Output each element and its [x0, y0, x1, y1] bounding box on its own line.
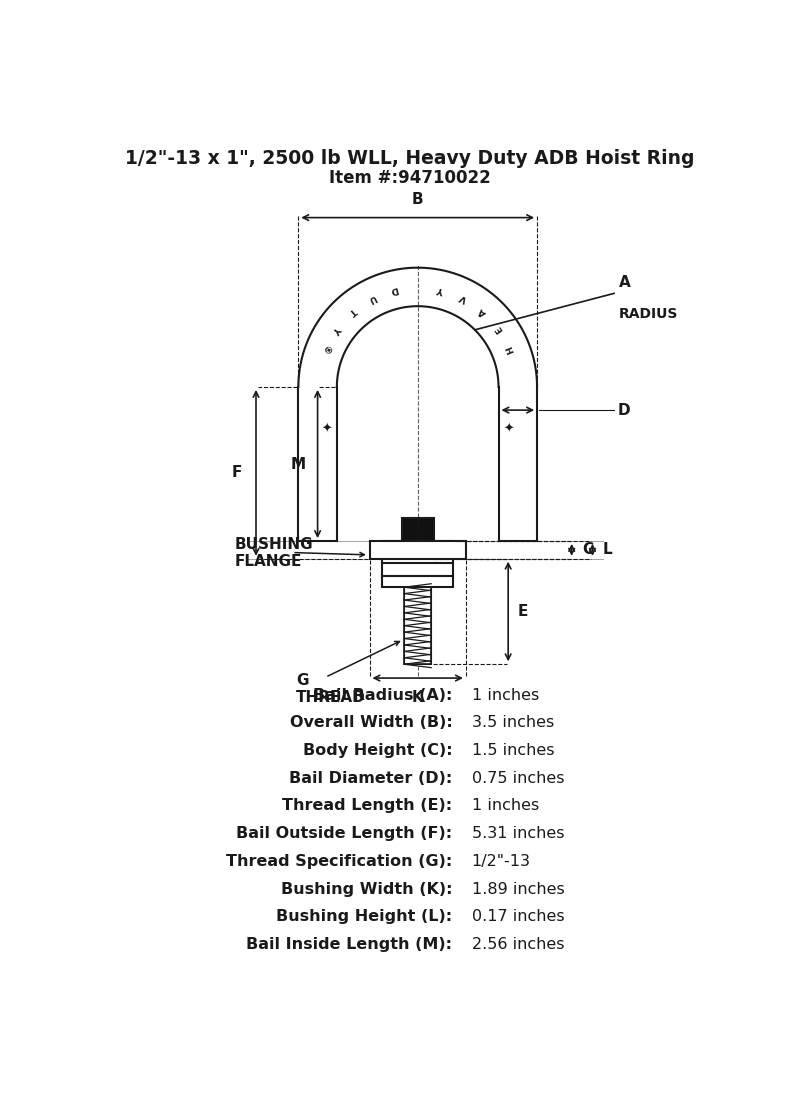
- Bar: [402, 518, 434, 541]
- Text: FLANGE: FLANGE: [234, 555, 302, 569]
- Text: Body Height (C):: Body Height (C):: [302, 743, 452, 758]
- Text: E: E: [494, 324, 505, 334]
- Text: Thread Length (E):: Thread Length (E):: [282, 799, 452, 813]
- Text: D: D: [390, 284, 399, 295]
- Text: BUSHING: BUSHING: [234, 537, 313, 553]
- Text: H: H: [505, 344, 516, 354]
- Text: Overall Width (B):: Overall Width (B):: [290, 715, 452, 731]
- Text: L: L: [602, 543, 612, 557]
- Text: ✦: ✦: [322, 423, 332, 436]
- Text: 1.89 inches: 1.89 inches: [472, 881, 564, 897]
- Text: Bail Diameter (D):: Bail Diameter (D):: [289, 771, 452, 785]
- Text: Bail Inside Length (M):: Bail Inside Length (M):: [246, 937, 452, 952]
- Text: M: M: [291, 457, 306, 471]
- Text: T: T: [347, 305, 358, 316]
- Text: V: V: [458, 292, 469, 304]
- Text: 1.5 inches: 1.5 inches: [472, 743, 554, 758]
- Text: B: B: [412, 192, 423, 207]
- Text: Thread Specification (G):: Thread Specification (G):: [226, 853, 452, 869]
- Bar: [404, 587, 431, 664]
- Text: 2.56 inches: 2.56 inches: [472, 937, 564, 952]
- Text: E: E: [518, 604, 528, 619]
- Text: RADIUS: RADIUS: [618, 307, 678, 321]
- Text: Bail Outside Length (F):: Bail Outside Length (F):: [236, 827, 452, 841]
- Text: A: A: [478, 305, 489, 316]
- Bar: [382, 541, 453, 587]
- Bar: [370, 541, 466, 559]
- Text: 1/2"-13 x 1", 2500 lb WLL, Heavy Duty ADB Hoist Ring: 1/2"-13 x 1", 2500 lb WLL, Heavy Duty AD…: [126, 149, 694, 168]
- Text: Y: Y: [330, 323, 342, 334]
- Text: K: K: [412, 691, 423, 705]
- Text: THREAD: THREAD: [296, 691, 366, 705]
- Text: 1 inches: 1 inches: [472, 799, 539, 813]
- Text: A: A: [618, 274, 630, 290]
- Text: 1/2"-13: 1/2"-13: [472, 853, 530, 869]
- Text: 0.75 inches: 0.75 inches: [472, 771, 564, 785]
- Text: D: D: [618, 402, 630, 418]
- Text: Bail Radius (A):: Bail Radius (A):: [313, 687, 452, 703]
- Text: Bushing Height (L):: Bushing Height (L):: [276, 909, 452, 925]
- Text: C: C: [582, 543, 594, 557]
- Text: ✦: ✦: [503, 423, 514, 436]
- Text: Item #:94710022: Item #:94710022: [329, 168, 491, 186]
- Bar: [404, 587, 431, 664]
- Text: G: G: [296, 674, 309, 688]
- Text: Bushing Width (K):: Bushing Width (K):: [281, 881, 452, 897]
- Text: 0.17 inches: 0.17 inches: [472, 909, 564, 925]
- Text: U: U: [366, 292, 378, 304]
- Text: 5.31 inches: 5.31 inches: [472, 827, 564, 841]
- Text: 1 inches: 1 inches: [472, 687, 539, 703]
- Text: 3.5 inches: 3.5 inches: [472, 715, 554, 731]
- Text: Y: Y: [437, 284, 446, 295]
- Text: ®: ®: [319, 343, 330, 355]
- Text: F: F: [232, 466, 242, 480]
